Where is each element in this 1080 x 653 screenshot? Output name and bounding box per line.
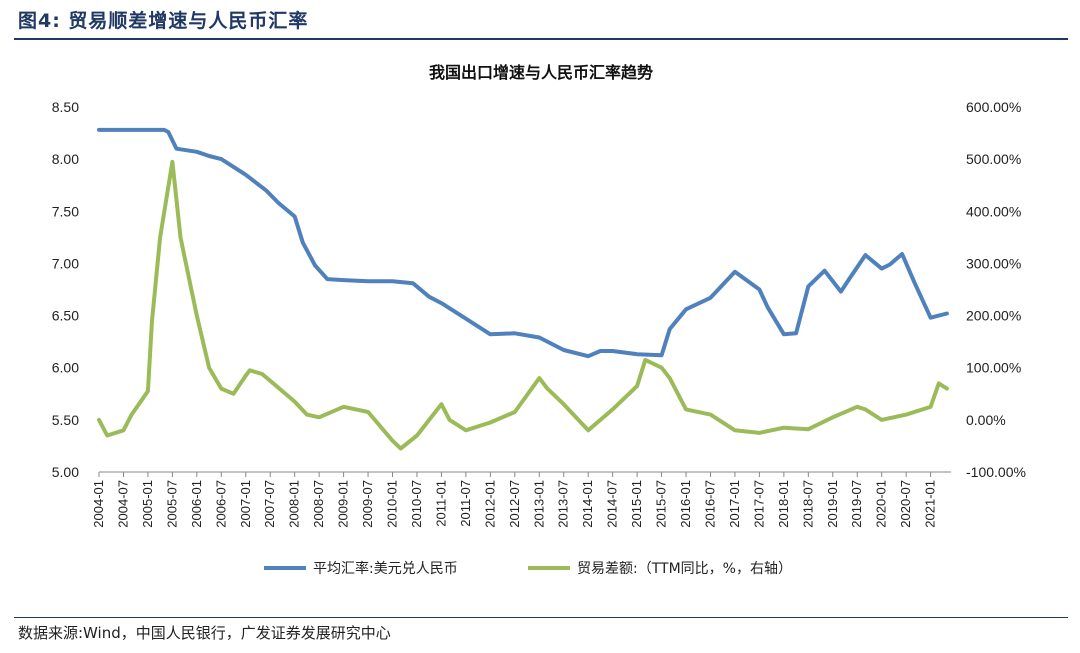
x-tick-label: 2007-07 xyxy=(262,480,277,528)
trade-balance-line xyxy=(97,159,949,451)
legend-label: 贸易差额:（TTM同比，%，右轴） xyxy=(577,561,792,577)
x-tick-label: 2018-01 xyxy=(776,480,791,528)
x-tick-label: 2012-07 xyxy=(507,480,522,528)
left-tick-label: 6.00 xyxy=(52,360,79,376)
x-tick-label: 2011-07 xyxy=(458,480,473,527)
x-tick-label: 2005-07 xyxy=(164,480,179,528)
x-tick-label: 2017-07 xyxy=(751,480,766,528)
x-tick-label: 2015-01 xyxy=(629,480,644,528)
x-tick-label: 2009-01 xyxy=(336,480,351,528)
x-tick-label: 2012-01 xyxy=(482,480,497,528)
x-tick-label: 2016-01 xyxy=(678,480,693,528)
left-tick-label: 8.50 xyxy=(52,99,79,115)
right-tick-label: -100.00% xyxy=(966,464,1026,480)
left-tick-label: 7.50 xyxy=(52,203,79,219)
x-tick-label: 2016-07 xyxy=(702,480,717,528)
left-tick-label: 5.50 xyxy=(52,412,79,428)
x-tick-label: 2011-01 xyxy=(433,480,448,527)
x-tick-label: 2015-07 xyxy=(654,480,669,528)
figure-title: 图4: 贸易顺差增速与人民币汇率 xyxy=(18,10,309,32)
left-tick-label: 6.50 xyxy=(52,308,79,324)
left-y-axis: 8.50 8.00 7.50 7.00 6.50 6.00 5.50 5.00 xyxy=(52,99,79,480)
x-tick-label: 2006-07 xyxy=(213,480,228,528)
exchange-rate-line xyxy=(97,127,949,359)
series-lines xyxy=(97,127,949,451)
x-tick-label: 2006-01 xyxy=(189,480,204,528)
right-tick-label: 600.00% xyxy=(966,99,1021,115)
x-tick-label: 2014-07 xyxy=(605,480,620,528)
x-tick-label: 2010-01 xyxy=(385,480,400,528)
x-tick-label: 2017-01 xyxy=(727,480,742,528)
x-tick-label: 2020-01 xyxy=(874,480,889,528)
line-chart: 我国出口增速与人民币汇率趋势 8.50 8.00 7.50 7.00 6.50 6.00 5… xyxy=(52,63,1026,577)
title-rule xyxy=(14,38,1068,40)
right-tick-label: 100.00% xyxy=(966,360,1021,376)
x-tick-label: 2007-01 xyxy=(238,480,253,528)
chart-title: 我国出口增速与人民币汇率趋势 xyxy=(429,63,653,82)
left-tick-label: 5.00 xyxy=(52,464,79,480)
left-tick-label: 7.00 xyxy=(52,255,79,271)
x-axis: 2004-01 2004-07 2005-01 2005-07 2006-01 2006-… xyxy=(91,471,951,528)
footer-rule xyxy=(14,617,1068,618)
x-tick-label: 2008-01 xyxy=(287,480,302,528)
x-tick-label: 2008-07 xyxy=(311,480,326,528)
x-tick-label: 2013-01 xyxy=(531,480,546,528)
x-tick-label: 2018-07 xyxy=(800,480,815,528)
x-tick-label: 2004-07 xyxy=(115,480,130,528)
x-tick-label: 2010-07 xyxy=(409,480,424,528)
right-y-axis: 600.00% 500.00% 400.00% 300.00% 200.00% 100.0… xyxy=(966,99,1026,480)
legend: 平均汇率:美元兑人民币 贸易差额:（TTM同比，%，右轴） xyxy=(264,560,792,577)
right-tick-label: 400.00% xyxy=(966,203,1021,219)
right-tick-label: 0.00% xyxy=(966,412,1006,428)
x-tick-label: 2019-07 xyxy=(849,480,864,528)
x-tick-label: 2019-01 xyxy=(825,480,840,528)
x-tick-label: 2020-07 xyxy=(898,480,913,528)
x-tick-label: 2021-01 xyxy=(923,480,938,528)
x-tick-label: 2005-01 xyxy=(140,480,155,528)
x-tick-label: 2013-07 xyxy=(556,480,571,528)
left-tick-label: 8.00 xyxy=(52,151,79,167)
right-tick-label: 300.00% xyxy=(966,255,1021,271)
x-tick-label: 2004-01 xyxy=(91,480,106,528)
right-tick-label: 200.00% xyxy=(966,308,1021,324)
legend-label: 平均汇率:美元兑人民币 xyxy=(313,560,458,577)
right-tick-label: 500.00% xyxy=(966,151,1021,167)
source-note: 数据来源:Wind，中国人民银行，广发证券发展研究中心 xyxy=(18,624,391,642)
x-tick-label: 2009-07 xyxy=(360,480,375,528)
x-tick-label: 2014-01 xyxy=(580,480,595,528)
